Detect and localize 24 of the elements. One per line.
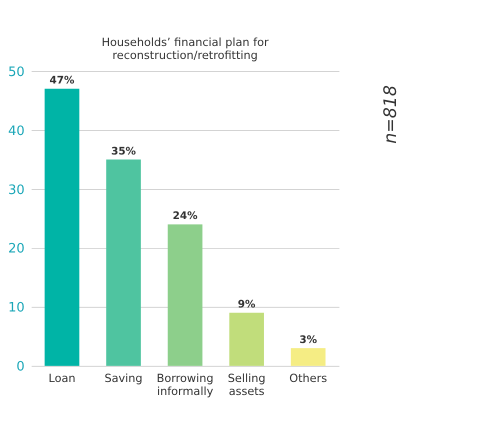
data-label: 9% bbox=[238, 298, 256, 311]
x-tick-label: Saving bbox=[104, 372, 143, 385]
y-tick-label: 0 bbox=[16, 360, 25, 375]
y-tick-label: 10 bbox=[8, 300, 25, 316]
x-tick-label: Loan bbox=[48, 372, 76, 385]
text: n=818 bbox=[381, 85, 402, 144]
text: Households’ financial plan for bbox=[102, 36, 269, 49]
bar bbox=[44, 88, 80, 366]
y-tick-label: 30 bbox=[8, 182, 25, 198]
y-tick-label: 40 bbox=[8, 124, 25, 139]
data-label: 3% bbox=[299, 334, 318, 346]
bar bbox=[229, 312, 264, 366]
data-label: 35% bbox=[111, 145, 137, 158]
x-tick-label: Others bbox=[289, 372, 328, 385]
x-tick-label: Selling assets bbox=[228, 372, 266, 398]
y-tick-label: 20 bbox=[8, 242, 25, 257]
data-label: 47% bbox=[50, 74, 76, 87]
text: reconstruction/retrofitting bbox=[112, 48, 258, 62]
data-label: 24% bbox=[172, 210, 198, 222]
x-tick-label: Borrowing informally bbox=[156, 372, 214, 398]
bar bbox=[106, 160, 141, 366]
bar bbox=[168, 224, 202, 366]
y-tick-label: 50 bbox=[8, 64, 25, 80]
bar bbox=[290, 348, 326, 366]
